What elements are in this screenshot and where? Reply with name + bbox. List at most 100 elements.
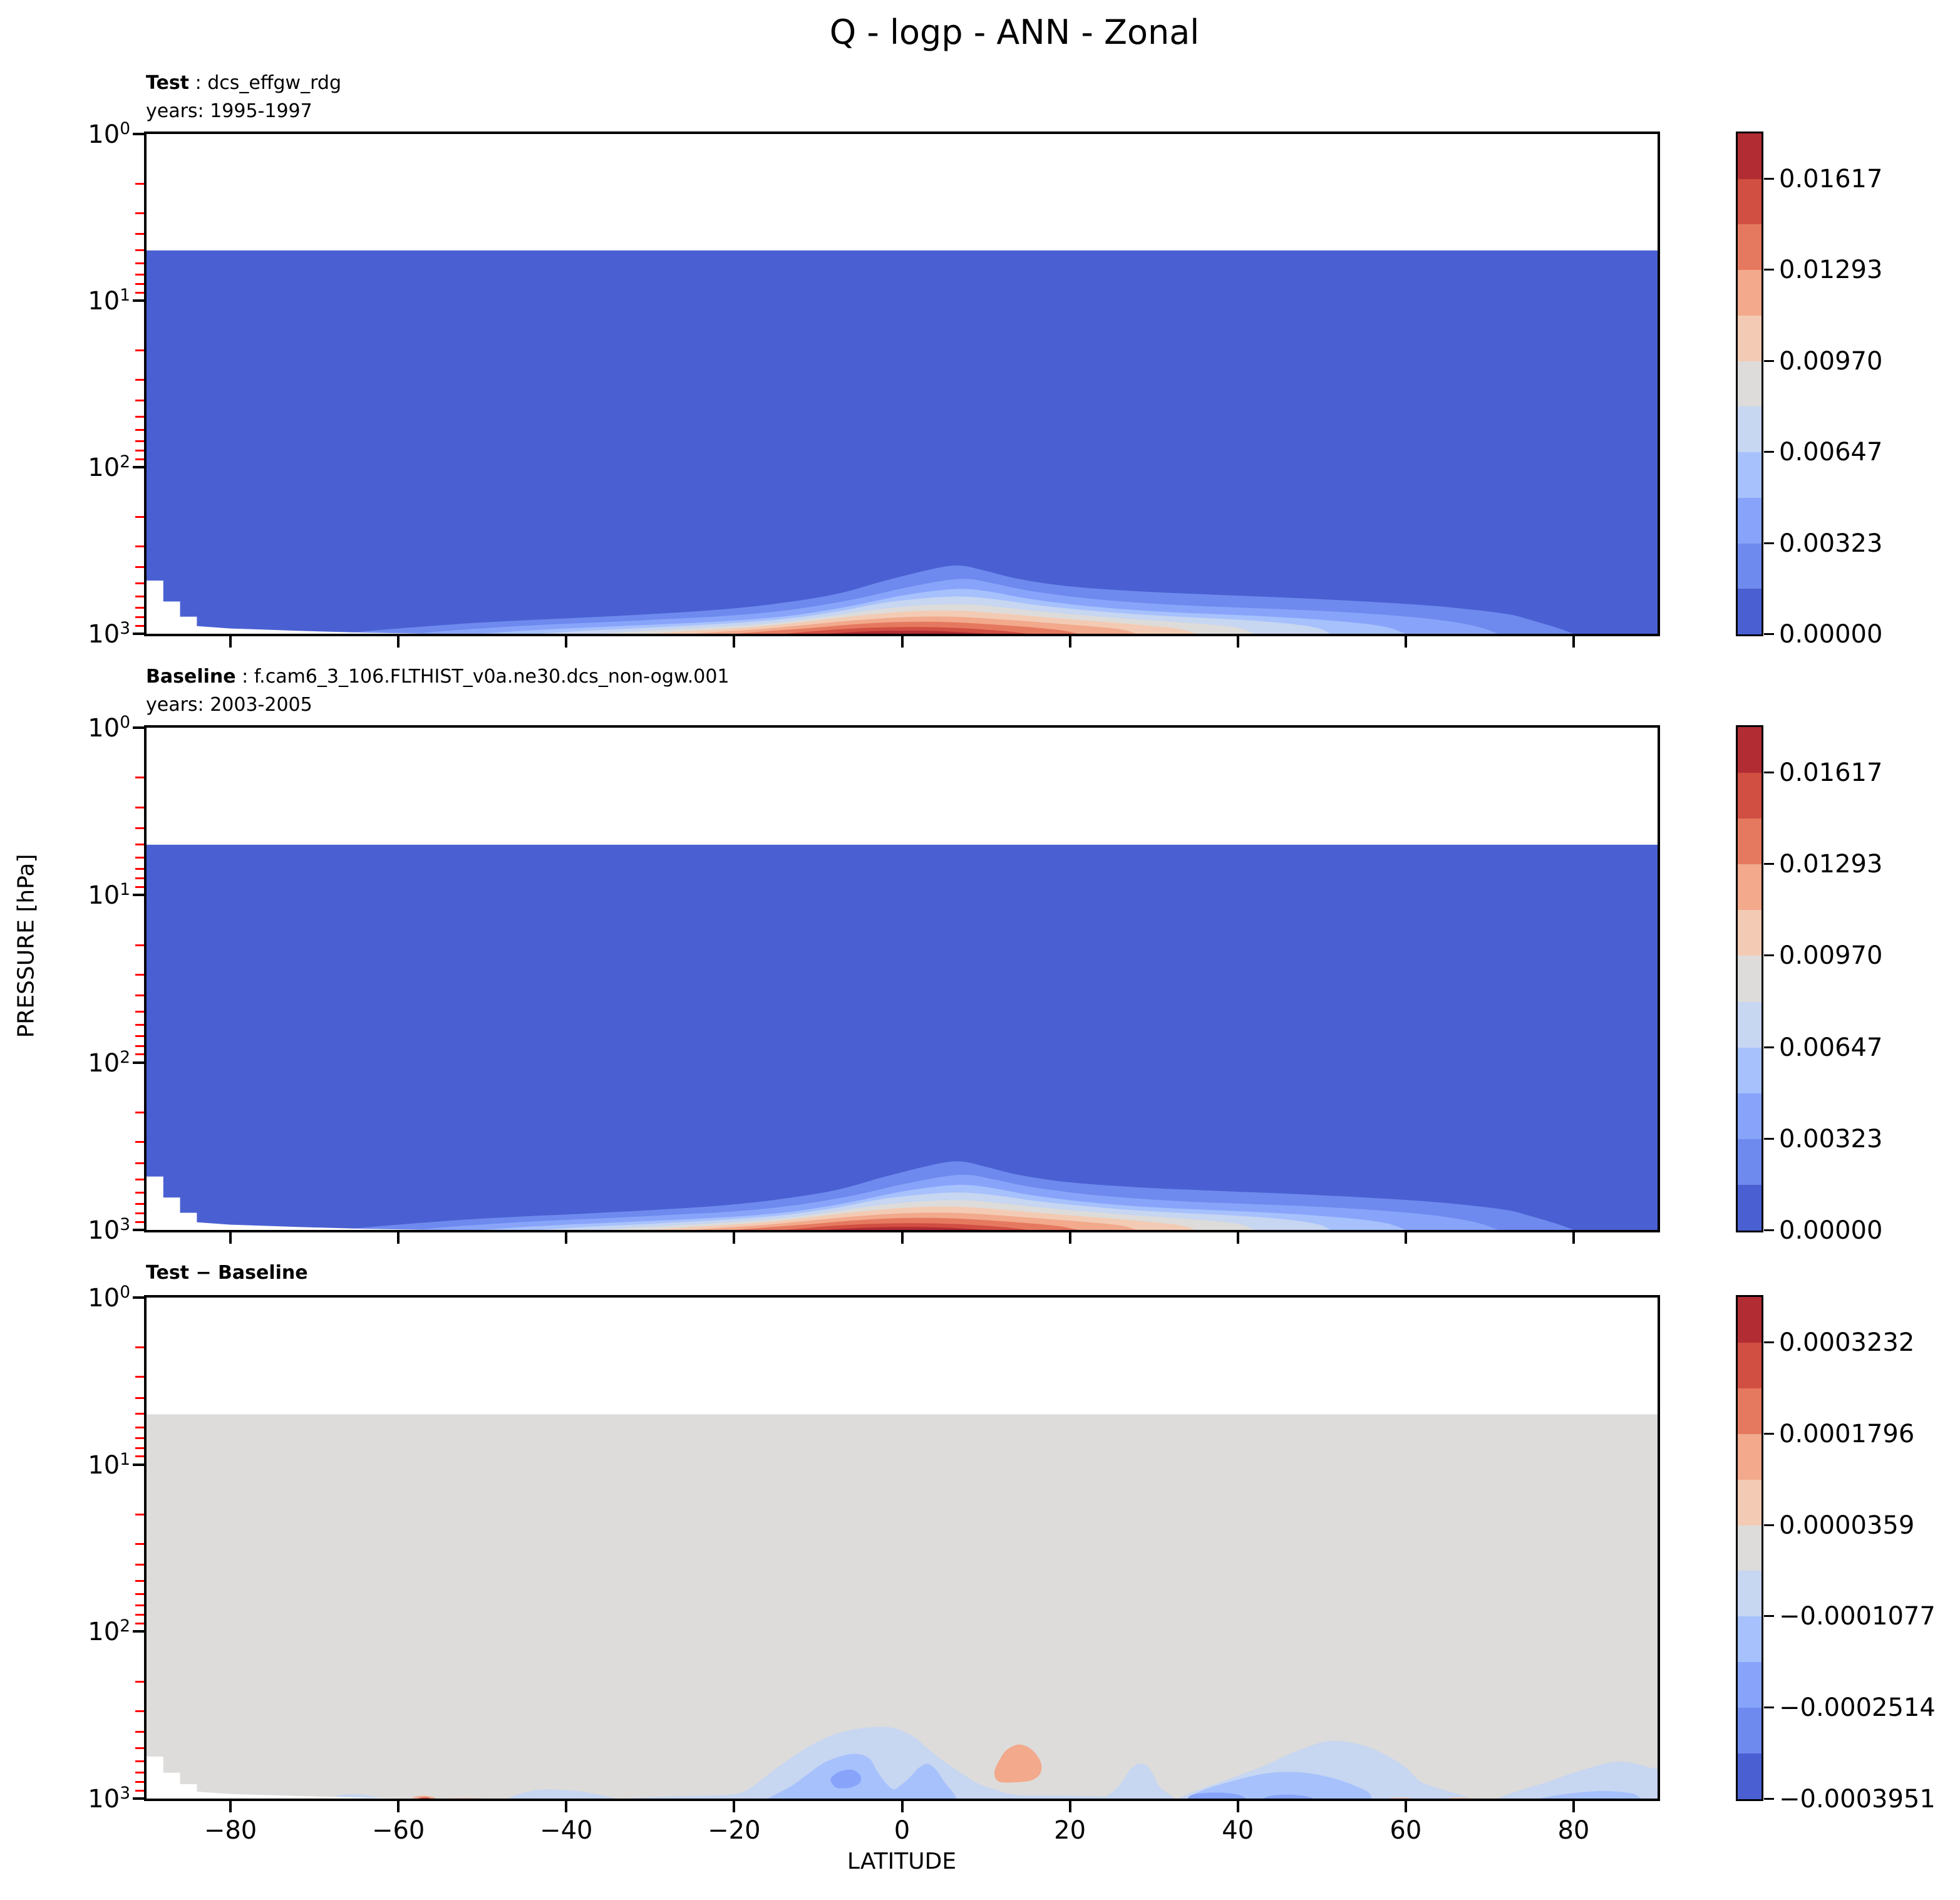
- y-major-tick: [133, 726, 144, 729]
- y-minor-tick: [135, 545, 144, 547]
- colorbar-band: [1738, 1138, 1761, 1185]
- y-major-tick: [133, 466, 144, 468]
- colorbar-tick: [1764, 1432, 1774, 1435]
- y-minor-tick: [135, 450, 144, 452]
- y-minor-tick: [135, 867, 144, 870]
- y-minor-tick: [135, 1376, 144, 1378]
- colorbar-tick: [1764, 1229, 1774, 1231]
- y-minor-tick: [135, 1045, 144, 1047]
- colorbar-band: [1738, 1433, 1761, 1480]
- y-minor-tick: [135, 273, 144, 276]
- y-tick-label: 102: [88, 452, 130, 483]
- colorbar-band: [1738, 1388, 1761, 1434]
- y-major-tick: [133, 1463, 144, 1466]
- contour-band: [1187, 1792, 1247, 1799]
- colorbar-band: [1738, 818, 1761, 865]
- y-minor-tick: [135, 1212, 144, 1215]
- y-minor-tick: [135, 249, 144, 251]
- contour-band: [147, 1176, 424, 1230]
- colorbar-tick: [1764, 542, 1774, 544]
- y-tick-label: 103: [88, 618, 130, 649]
- x-tick: [900, 1801, 904, 1812]
- x-tick: [397, 1801, 400, 1812]
- y-minor-tick: [135, 1447, 144, 1449]
- y-minor-tick: [135, 1542, 144, 1545]
- contour-band: [767, 1753, 957, 1799]
- colorbar-tick: [1764, 1524, 1774, 1526]
- y-major-tick: [133, 1229, 144, 1231]
- colorbar-band: [1738, 589, 1761, 635]
- colorbar-band: [1738, 452, 1761, 498]
- colorbar-band: [1738, 1184, 1761, 1231]
- x-tick: [229, 1801, 232, 1812]
- y-minor-tick: [135, 1564, 144, 1566]
- y-minor-tick: [135, 1141, 144, 1144]
- y-minor-tick: [135, 1346, 144, 1349]
- latitude-axis-label: LATITUDE: [847, 1849, 957, 1874]
- colorbar-band: [1738, 727, 1761, 773]
- colorbar-tick-label: 0.00323: [1779, 1124, 1883, 1154]
- x-tick: [1404, 1801, 1407, 1812]
- x-tick: [733, 1232, 736, 1244]
- colorbar-tick-label: 0.00000: [1779, 620, 1883, 649]
- colorbar-tick-label: 0.01617: [1779, 164, 1883, 194]
- colorbar-band: [1738, 1479, 1761, 1526]
- y-minor-tick: [135, 400, 144, 402]
- colorbar-tick-label: −0.0002514: [1779, 1693, 1936, 1723]
- colorbar-tick: [1764, 954, 1774, 957]
- x-tick: [1068, 1232, 1071, 1244]
- plot-area-baseline: 100 101 102 103: [88, 713, 1660, 1245]
- colorbar-band: [1738, 956, 1761, 1002]
- y-tick-label: 102: [88, 1047, 130, 1078]
- panel-case-baseline: f.cam6_3_106.FLTHIST_v0a.ne30.dcs_non-og…: [254, 666, 730, 688]
- y-minor-tick: [135, 1202, 144, 1205]
- y-minor-tick: [135, 994, 144, 997]
- pressure-axis-label: PRESSURE [hPa]: [13, 854, 39, 1038]
- x-tick: [900, 636, 904, 648]
- y-minor-tick: [135, 595, 144, 597]
- colorbar-band: [1738, 1342, 1761, 1388]
- colorbar-tick-label: −0.0001077: [1779, 1602, 1936, 1631]
- y-minor-tick: [135, 1221, 144, 1223]
- colorbar-tick-label: 0.0003232: [1779, 1328, 1915, 1357]
- contour-band: [411, 1795, 436, 1799]
- x-tick-label: 0: [894, 1816, 910, 1845]
- y-minor-tick: [135, 1191, 144, 1194]
- y-minor-tick: [135, 262, 144, 264]
- x-tick-label: −20: [708, 1816, 761, 1845]
- y-minor-tick: [135, 1771, 144, 1774]
- panel-header-test: Test : dcs_effgw_rdg years: 1995-1997: [146, 69, 341, 125]
- y-tick-label: 103: [88, 1214, 130, 1246]
- x-tick: [1572, 1232, 1575, 1244]
- colorbar-band: [1738, 543, 1761, 589]
- colorbar-tick: [1764, 269, 1774, 271]
- y-minor-tick: [135, 582, 144, 584]
- y-tick-label: 101: [88, 880, 130, 911]
- panel-header-baseline: Baseline : f.cam6_3_106.FLTHIST_v0a.ne30…: [146, 663, 730, 719]
- contour-band: [784, 627, 1028, 634]
- y-minor-tick: [135, 349, 144, 352]
- y-minor-tick: [135, 516, 144, 519]
- y-minor-tick: [135, 378, 144, 381]
- colorbar-tick: [1764, 1706, 1774, 1709]
- y-minor-tick: [135, 1035, 144, 1038]
- y-minor-tick: [135, 183, 144, 185]
- y-minor-tick: [135, 233, 144, 235]
- y-minor-tick: [135, 606, 144, 609]
- y-major-tick: [133, 1630, 144, 1633]
- colorbar-tick: [1764, 863, 1774, 865]
- panel-label-diff: Test − Baseline: [146, 1262, 308, 1284]
- colorbar-tick-label: 0.01617: [1779, 758, 1883, 788]
- contour-band: [1498, 1762, 1658, 1799]
- y-minor-tick: [135, 1789, 144, 1792]
- colorbar-tick-label: −0.0003951: [1779, 1785, 1936, 1814]
- panel-header-diff: Test − Baseline: [146, 1259, 308, 1287]
- colorbar-band: [1738, 1571, 1761, 1617]
- contour-band: [1187, 1772, 1373, 1799]
- contour-band: [147, 1756, 424, 1799]
- y-minor-tick: [135, 1053, 144, 1056]
- colorbar-tick-label: 0.0000359: [1779, 1510, 1915, 1540]
- contour-field: [147, 1414, 1658, 1799]
- y-minor-tick: [135, 1426, 144, 1428]
- y-minor-tick: [135, 1710, 144, 1712]
